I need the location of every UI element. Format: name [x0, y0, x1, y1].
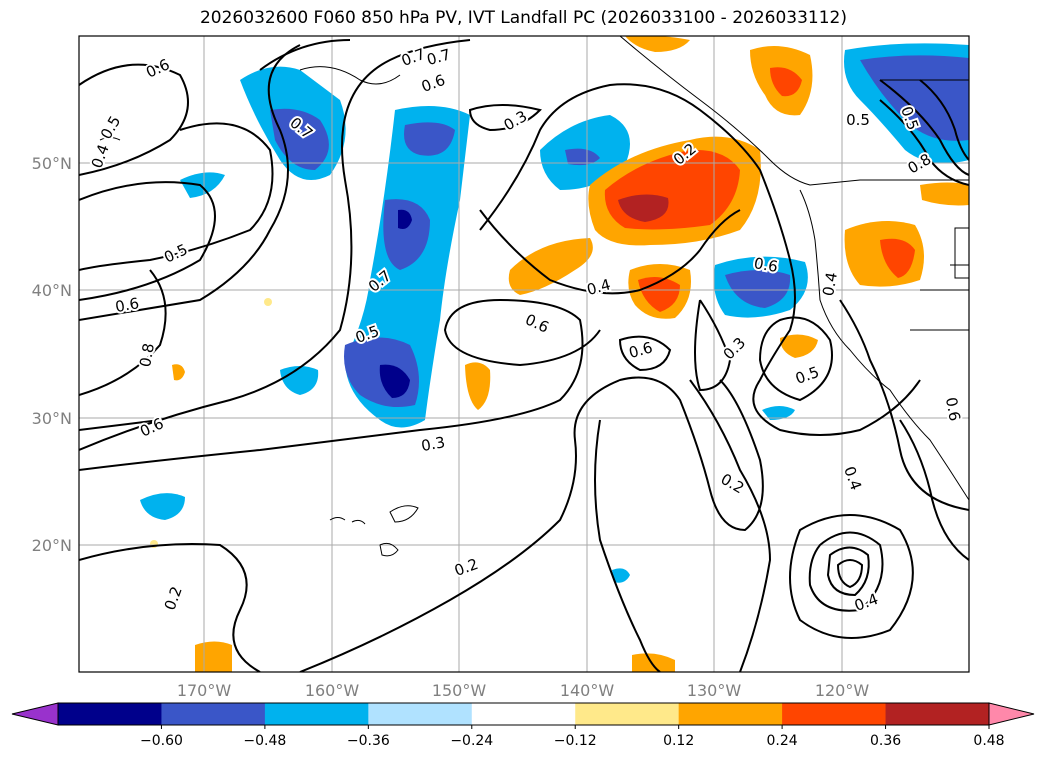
lon-label: 160°W	[305, 681, 360, 700]
shading-layer	[140, 36, 969, 672]
contour-label: 0.4	[840, 464, 865, 493]
colorbar-ticks: −0.60 −0.48 −0.36 −0.24 −0.12 0.12 0.24 0.36 0.4…	[140, 725, 1005, 749]
contour-layer	[79, 39, 969, 672]
contour-label: 0.5	[846, 111, 870, 129]
contour-label: 0.3	[720, 334, 750, 364]
lon-label: 120°W	[815, 681, 870, 700]
lon-label: 140°W	[560, 681, 615, 700]
contour-label: 0.4	[585, 275, 613, 299]
colorbar-arrow-right-icon	[988, 702, 1035, 726]
contour-label: 0.3	[420, 433, 447, 455]
contour-label: 0.6	[627, 338, 655, 362]
colorbar-tick-label: 0.36	[870, 733, 901, 749]
contour-label: 0.2	[452, 555, 481, 580]
colorbar-segment	[264, 703, 369, 725]
contour-label-halo: 0.5	[846, 111, 870, 129]
contour-label: 0.6	[753, 254, 780, 276]
contour-label: 0.4	[88, 142, 113, 171]
contour-labels: 0.60.60.50.50.40.40.70.70.60.60.70.70.30…	[86, 43, 966, 617]
plot-frame	[78, 35, 970, 673]
lat-label: 30°N	[32, 409, 72, 428]
colorbar-tick-label: −0.24	[450, 733, 493, 749]
colorbar-segment	[161, 703, 266, 725]
colorbar-tick-label: −0.60	[140, 733, 183, 749]
contour-label: 0.8	[136, 342, 158, 369]
colorbar	[11, 702, 1035, 726]
colorbar-segment	[885, 703, 990, 725]
colorbar-segment	[368, 703, 473, 725]
lon-labels: 170°W 160°W 150°W 140°W 130°W 120°W	[177, 681, 870, 700]
lon-label: 150°W	[432, 681, 487, 700]
contour-label: 0.5	[161, 240, 190, 266]
contour-label: 0.4	[819, 271, 841, 298]
lon-label: 170°W	[177, 681, 232, 700]
contour-label: 0.7	[425, 45, 453, 69]
lat-label: 50°N	[32, 154, 72, 173]
colorbar-segment	[575, 703, 680, 725]
lat-label: 40°N	[32, 281, 72, 300]
contour-label: 0.6	[143, 55, 172, 81]
colorbar-segment	[471, 703, 576, 725]
contour-label: 0.5	[793, 363, 822, 388]
lat-label: 20°N	[32, 536, 72, 555]
contour-label: 0.6	[522, 310, 551, 336]
coastline	[99, 36, 969, 557]
colorbar-arrow-left-icon	[11, 702, 59, 726]
colorbar-segment	[782, 703, 887, 725]
colorbar-segment	[678, 703, 783, 725]
colorbar-tick-label: −0.12	[554, 733, 597, 749]
lat-labels: 50°N 40°N 30°N 20°N	[32, 154, 72, 555]
lon-label: 130°W	[687, 681, 742, 700]
colorbar-tick-label: −0.36	[347, 733, 390, 749]
colorbar-frame	[57, 702, 990, 726]
gridlines	[79, 36, 969, 672]
contour-label: 0.3	[501, 107, 531, 135]
contour-label: 0.5	[97, 113, 125, 143]
contour-label: 0.6	[114, 294, 141, 316]
colorbar-tick-label: 0.48	[973, 733, 1004, 749]
contour-label: 0.6	[942, 396, 964, 423]
colorbar-segment	[58, 703, 162, 725]
contour-label: 0.2	[161, 584, 186, 613]
map-title: 2026032600 F060 850 hPa PV, IVT Landfall…	[199, 8, 847, 28]
colorbar-tick-label: 0.12	[663, 733, 694, 749]
colorbar-tick-label: 0.24	[767, 733, 798, 749]
contour-label: 0.6	[419, 71, 448, 96]
colorbar-tick-label: −0.48	[243, 733, 286, 749]
